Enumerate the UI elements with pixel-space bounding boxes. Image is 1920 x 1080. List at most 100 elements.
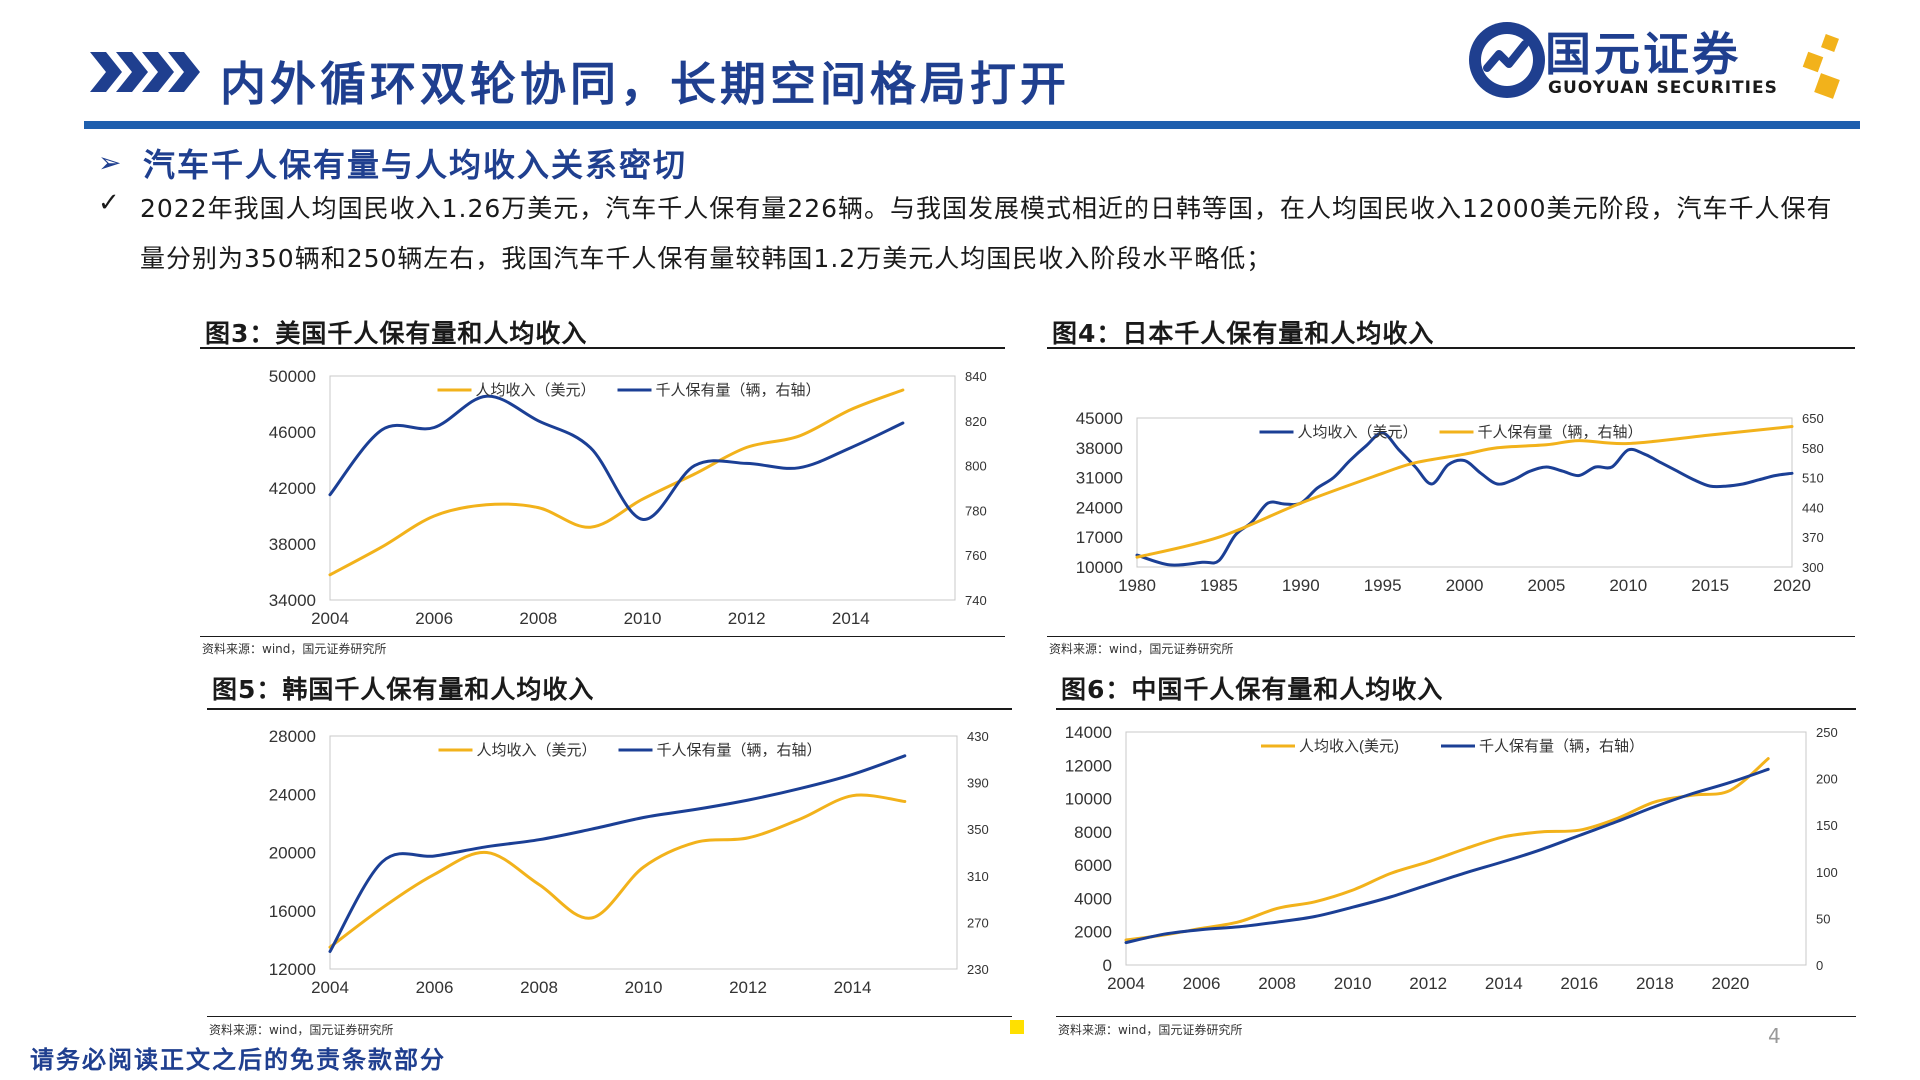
fig5-ytick-left: 20000 [269,844,316,863]
fig5-series-line-0 [328,793,907,949]
fig6-xtick: 2008 [1258,974,1296,993]
fig6-title: 图6：中国千人保有量和人均收入 [1061,675,1444,704]
fig5-ytick-right: 310 [967,869,989,884]
fig3-plot-frame [329,375,956,601]
fig6-xtick: 2018 [1636,974,1674,993]
fig4-ytick-right: 370 [1802,530,1824,545]
fig3-ytick-right: 800 [965,459,987,474]
header-divider [84,121,1860,129]
fig3-bottom-rule [200,636,1005,637]
fig5-chart: 12000 16000 20000 24000 28000 230 270 310 350 390… [269,727,989,997]
fig3-ytick-left: 38000 [269,535,316,554]
fig5-xtick: 2006 [416,978,454,997]
fig3-xtick: 2008 [519,609,557,628]
fig3-chart: 34000 38000 42000 46000 50000 740 760 780 800 820… [269,367,987,628]
fig6-ytick-left: 6000 [1074,856,1112,875]
fig6-ytick-left: 8000 [1074,823,1112,842]
fig4-xtick: 1980 [1118,576,1156,595]
fig4-ytick-right: 300 [1802,560,1824,575]
fig3-legend-label-0: 人均收入（美元） [476,382,596,399]
title-chevrons-icon [90,52,200,92]
fig4-ytick-left: 24000 [1076,498,1123,517]
fig6-legend-label-1: 千人保有量（辆，右轴） [1479,738,1644,755]
section-arrow-icon: ➢ [98,146,122,179]
fig4-ytick-left: 45000 [1076,409,1123,428]
yellow-marker [1010,1020,1024,1034]
fig3-title: 图3：美国千人保有量和人均收入 [205,319,588,348]
fig4-xtick: 1990 [1282,576,1320,595]
logo-english-name: GUOYUAN SECURITIES [1548,78,1778,98]
fig5-ytick-right: 390 [967,776,989,791]
fig4-ytick-right: 650 [1802,411,1824,426]
fig3-ytick-right: 760 [965,548,987,563]
fig4-legend-label-0: 人均收入（美元） [1298,424,1418,441]
logo-chinese-name: 国元证券 [1545,27,1741,81]
fig5-xtick: 2014 [834,978,872,997]
fig3-ytick-right: 840 [965,369,987,384]
fig4-plot-frame [1136,417,1793,568]
fig4-xtick: 2015 [1691,576,1729,595]
fig6-series-line-1 [1124,767,1770,945]
fig6-ytick-right: 200 [1816,772,1838,787]
fig6-ytick-right: 0 [1816,958,1823,973]
page-number: 4 [1768,1024,1781,1048]
fig4-ytick-left: 31000 [1076,469,1123,488]
fig6-legend-label-0: 人均收入(美元) [1299,738,1399,755]
fig3-xtick: 2006 [415,609,453,628]
fig3-series-line-0 [328,388,905,577]
guoyuan-logo-icon [1469,22,1840,99]
fig4-xtick: 1995 [1364,576,1402,595]
fig4-ytick-right: 580 [1802,441,1824,456]
fig4-ytick-right: 440 [1802,500,1824,515]
fig5-series-line-1 [328,754,907,953]
fig6-ytick-right: 100 [1816,865,1838,880]
fig3-ytick-left: 42000 [269,479,316,498]
fig5-title: 图5：韩国千人保有量和人均收入 [212,675,595,704]
fig4-xtick: 2000 [1446,576,1484,595]
check-icon: ✓ [98,188,120,218]
fig3-xtick: 2010 [624,609,662,628]
fig5-top-rule [207,708,1012,710]
fig4-bottom-rule [1047,636,1855,637]
fig6-top-rule [1056,708,1856,710]
fig4-series-line-0 [1135,431,1794,567]
fig6-xtick: 2006 [1183,974,1221,993]
bullet-text: 2022年我国人均国民收入1.26万美元，汽车千人保有量226辆。与我国发展模式… [140,194,1833,273]
fig6-xtick: 2012 [1409,974,1447,993]
fig6-xtick: 2020 [1712,974,1750,993]
fig5-xtick: 2004 [311,978,349,997]
fig3-ytick-right: 820 [965,414,987,429]
fig3-ytick-left: 34000 [269,591,316,610]
fig4-series-line-1 [1135,425,1794,559]
fig5-xtick: 2010 [625,978,663,997]
fig5-ytick-right: 230 [967,962,989,977]
fig4-xtick: 2020 [1773,576,1811,595]
fig6-ytick-left: 12000 [1065,756,1112,775]
fig4-xtick: 1985 [1200,576,1238,595]
fig6-ytick-left: 14000 [1065,723,1112,742]
fig5-ytick-left: 28000 [269,727,316,746]
fig3-ytick-right: 780 [965,503,987,518]
fig5-ytick-left: 24000 [269,785,316,804]
fig4-title: 图4：日本千人保有量和人均收入 [1052,319,1435,348]
fig6-ytick-left: 4000 [1074,889,1112,908]
disclaimer-note: 请务必阅读正文之后的免责条款部分 [30,1046,446,1074]
fig4-legend-label-1: 千人保有量（辆，右轴） [1478,424,1643,441]
fig6-ytick-right: 50 [1816,911,1830,926]
fig5-plot-frame [329,735,958,970]
section-title: 汽车千人保有量与人均收入关系密切 [143,146,688,184]
fig3-xtick: 2014 [832,609,870,628]
fig6-xtick: 2016 [1560,974,1598,993]
page-title: 内外循环双轮协同，长期空间格局打开 [220,57,1070,111]
fig3-xtick: 2012 [728,609,766,628]
fig5-ytick-left: 16000 [269,902,316,921]
fig6-ytick-right: 250 [1816,725,1838,740]
fig3-legend-label-1: 千人保有量（辆，右轴） [656,382,821,399]
fig5-xtick: 2008 [520,978,558,997]
fig6-ytick-left: 2000 [1074,923,1112,942]
fig5-ytick-right: 350 [967,822,989,837]
fig3-ytick-right: 740 [965,593,987,608]
fig5-legend-label-1: 千人保有量（辆，右轴） [657,742,822,759]
fig3-series-line-1 [328,394,905,521]
fig4-ytick-left: 17000 [1076,528,1123,547]
